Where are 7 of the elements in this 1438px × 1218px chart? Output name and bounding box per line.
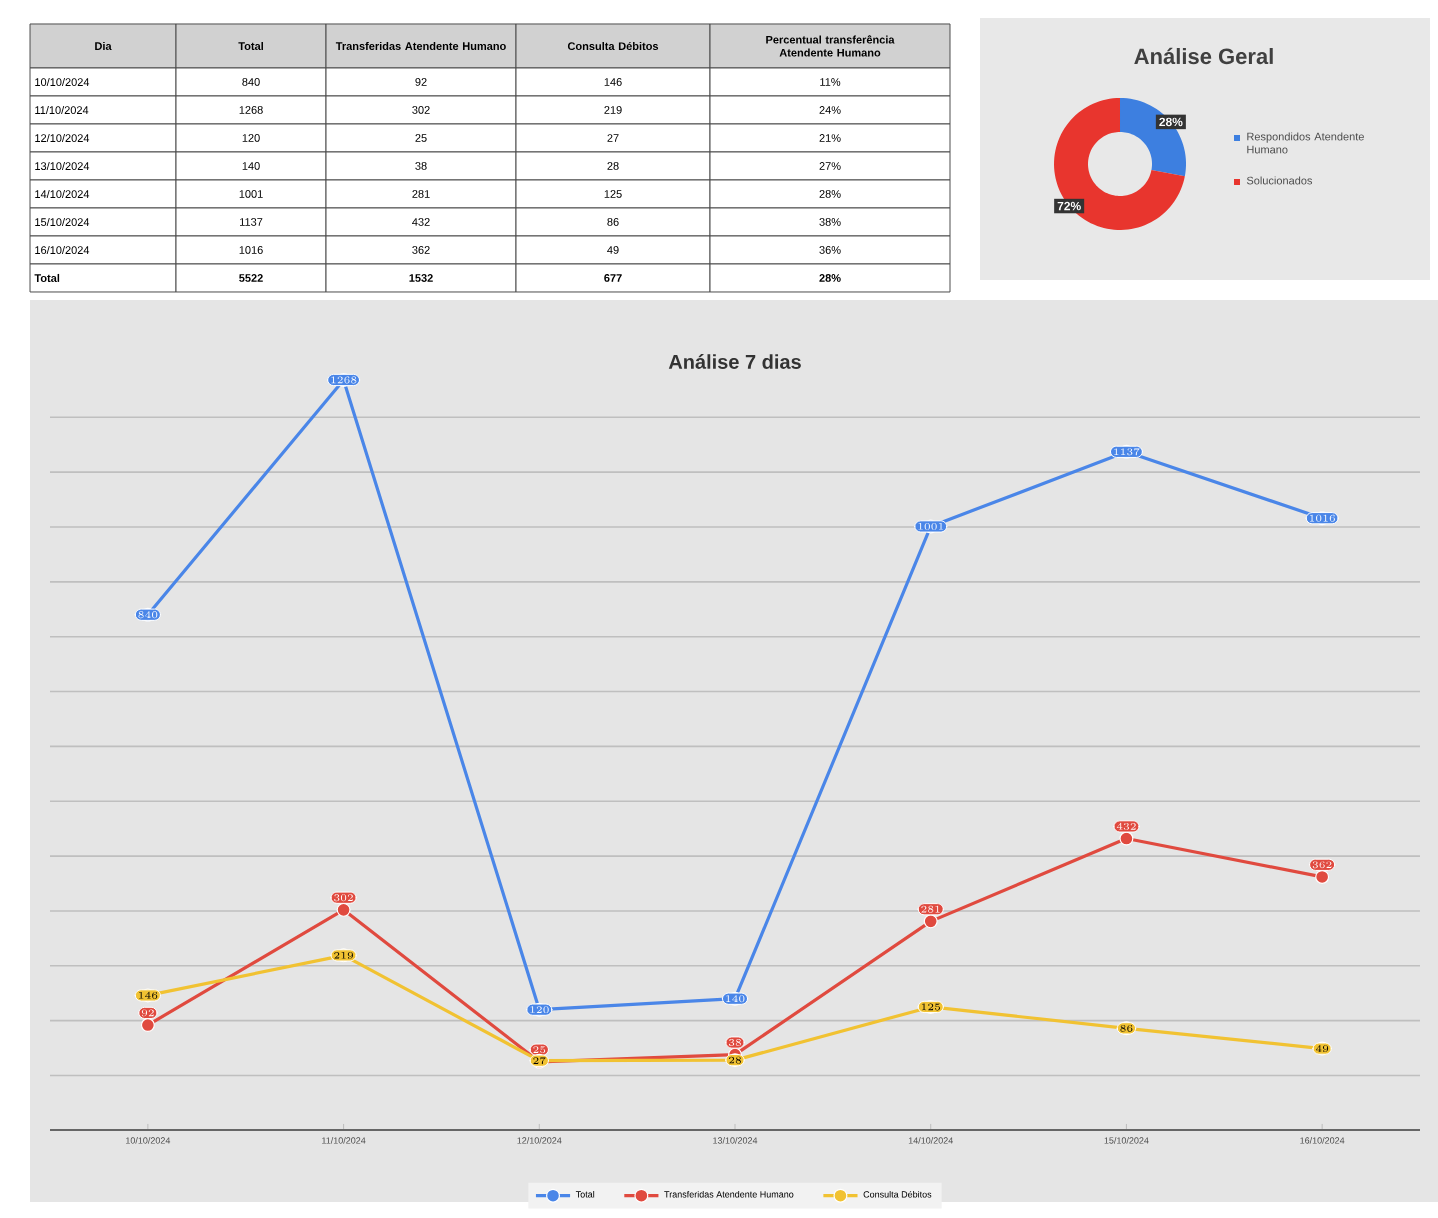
point: [1315, 869, 1330, 884]
point: [923, 914, 938, 929]
chart-title: Análise Geral: [1134, 47, 1273, 65]
point: [140, 1018, 155, 1033]
point: [1119, 831, 1134, 846]
point: [336, 902, 351, 917]
chart-title: Análise 7 dias: [668, 354, 801, 369]
